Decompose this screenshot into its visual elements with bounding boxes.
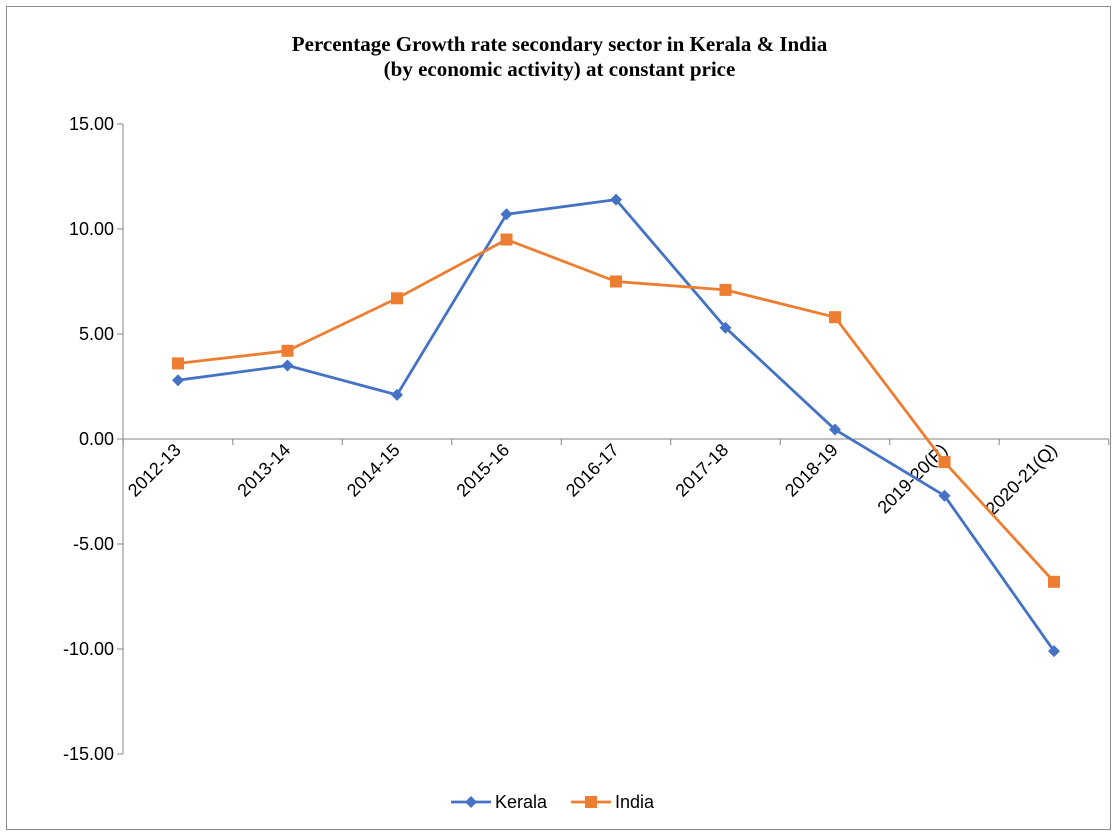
x-tick-label: 2013-14 [233, 440, 294, 501]
data-point-kerala [172, 374, 184, 387]
data-point-india [281, 344, 294, 357]
y-tick-label: 5.00 [79, 324, 114, 344]
data-point-kerala [281, 359, 294, 372]
y-tick-label: 10.00 [69, 219, 114, 239]
data-point-india [172, 357, 184, 370]
x-tick-label: 2015-16 [452, 440, 513, 501]
data-point-india [500, 233, 513, 246]
series-kerala [172, 193, 1060, 658]
legend: Kerala India [451, 792, 655, 812]
x-tick-label: 2020-21(Q) [982, 440, 1061, 519]
data-point-kerala [938, 489, 951, 502]
x-tick-label: 2017-18 [671, 440, 732, 501]
data-point-india [1048, 575, 1060, 588]
legend-item-india: India [571, 792, 655, 812]
legend-label-kerala: Kerala [495, 792, 548, 812]
chart-title-line1: Percentage Growth rate secondary sector … [291, 32, 828, 56]
chart-subtitle: (by economic activity) at constant price [383, 57, 736, 81]
data-point-india [829, 311, 841, 324]
y-tick-label: -15.00 [63, 744, 114, 764]
legend-marker-india [585, 796, 597, 808]
chart-title: Percentage Growth rate secondary sector … [0, 32, 1119, 82]
chart-frame [6, 6, 1111, 830]
x-tick-label: 2016-17 [562, 440, 623, 501]
data-point-kerala [391, 388, 403, 401]
legend-item-kerala: Kerala [451, 792, 548, 812]
x-tick-label: 2018-19 [781, 440, 842, 501]
data-point-kerala [1048, 645, 1060, 658]
data-point-india [391, 292, 403, 305]
series-line-india [176, 238, 1056, 584]
data-point-india [938, 456, 951, 469]
x-tick-label: 2012-13 [124, 440, 185, 501]
data-point-kerala [500, 208, 513, 221]
y-tick-label: 0.00 [79, 429, 114, 449]
data-point-india [610, 275, 622, 288]
data-point-kerala [719, 321, 732, 334]
y-tick-label: 15.00 [69, 114, 114, 134]
series-group [172, 193, 1060, 658]
legend-label-india: India [615, 792, 655, 812]
data-point-kerala [829, 423, 841, 436]
data-point-india [719, 283, 732, 296]
x-tick-label: 2019-20(P) [874, 440, 952, 518]
y-axis-ticks: 15.00 10.00 5.00 0.00 -5.00 -10.00 -15.00 [63, 114, 123, 764]
y-tick-label: -5.00 [73, 534, 114, 554]
legend-marker-kerala [465, 796, 477, 808]
y-tick-label: -10.00 [63, 639, 114, 659]
x-tick-label: 2014-15 [343, 440, 404, 501]
series-line-kerala [176, 198, 1056, 653]
data-point-kerala [610, 193, 622, 206]
series-india [172, 233, 1060, 588]
axes [122, 124, 1109, 754]
